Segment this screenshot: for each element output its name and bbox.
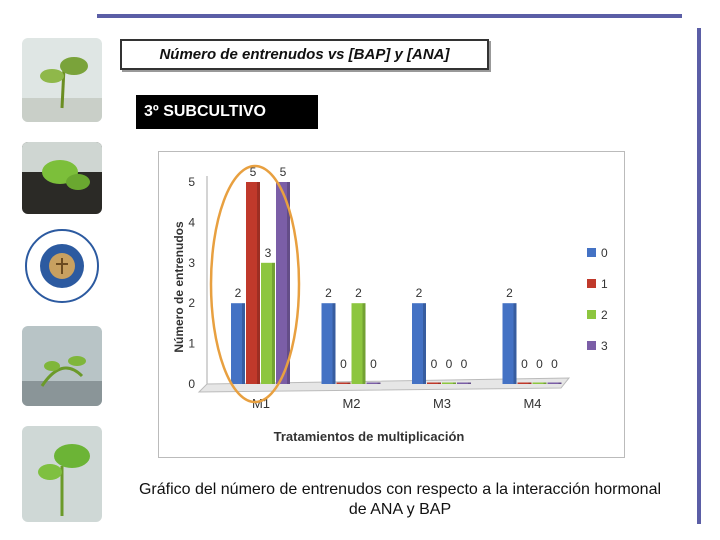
data-label: 2 (235, 286, 242, 300)
bar (517, 382, 532, 384)
bar (351, 303, 366, 384)
slide-title: Número de entrenudos vs [BAP] y [ANA] (120, 39, 489, 70)
plant-photo-3 (22, 326, 102, 406)
y-tick-label: 0 (188, 377, 195, 391)
chart-legend: 0 1 2 3 (587, 246, 608, 353)
x-tick-label: M2 (342, 396, 360, 411)
data-label: 0 (370, 357, 377, 371)
bar-shade (332, 303, 336, 384)
bar-shade (513, 303, 517, 384)
bar (366, 382, 381, 384)
figure-caption: Gráfico del número de entrenudos con res… (138, 481, 662, 518)
bar-shade (257, 182, 260, 384)
bar-shade (362, 303, 366, 384)
data-label: 0 (536, 357, 543, 371)
y-tick-label: 3 (188, 256, 195, 270)
bar-shade (453, 382, 456, 384)
m1-highlight-ellipse (209, 164, 301, 404)
chart-bars (231, 182, 562, 384)
data-label: 0 (340, 357, 347, 371)
y-tick-label: 5 (188, 175, 195, 189)
data-label: 2 (506, 286, 513, 300)
legend-label: 2 (601, 308, 608, 322)
bar (532, 382, 547, 384)
biotecnologia-logo (22, 228, 102, 304)
bar (321, 303, 336, 384)
bar (547, 382, 562, 384)
right-divider-line (697, 28, 701, 524)
legend-swatch (587, 310, 596, 319)
bar (427, 382, 441, 384)
data-label: 5 (280, 165, 287, 179)
plant-photo-1 (22, 38, 102, 122)
bar (336, 382, 351, 384)
y-tick-label: 2 (188, 296, 195, 310)
data-label: 0 (431, 357, 438, 371)
bar-shade (377, 382, 381, 384)
bar (502, 303, 517, 384)
data-label: 3 (265, 246, 272, 260)
chart-axes (197, 176, 571, 393)
bar (442, 382, 456, 384)
plant-photo-2 (22, 142, 102, 214)
legend-label: 0 (601, 246, 608, 260)
bar (231, 303, 245, 384)
data-label: 5 (250, 165, 257, 179)
y-tick-label: 1 (188, 337, 195, 351)
y-tick-label: 4 (188, 215, 195, 229)
bar-shade (423, 303, 426, 384)
data-label: 0 (446, 357, 453, 371)
bar-shade (287, 182, 290, 384)
bar-shade (347, 382, 351, 384)
subculture-label: 3º SUBCULTIVO (136, 95, 318, 129)
chart-floor (197, 377, 571, 393)
x-tick-label: M3 (433, 396, 451, 411)
data-label: 0 (521, 357, 528, 371)
legend-swatch (587, 248, 596, 257)
bar (276, 182, 290, 384)
bar-shade (528, 382, 532, 384)
bar-shade (438, 382, 441, 384)
bar (246, 182, 260, 384)
data-label: 0 (551, 357, 558, 371)
x-tick-label: M4 (523, 396, 541, 411)
bar-shade (558, 382, 562, 384)
legend-swatch (587, 279, 596, 288)
bar (412, 303, 426, 384)
legend-swatch (587, 341, 596, 350)
data-label: 2 (325, 286, 332, 300)
bar-shade (272, 262, 275, 384)
legend-label: 1 (601, 277, 608, 291)
data-label: 0 (461, 357, 468, 371)
legend-label: 3 (601, 339, 608, 353)
x-axis-label: Tratamientos de multiplicación (274, 429, 465, 444)
data-label: 2 (416, 286, 423, 300)
bar (261, 262, 275, 384)
plant-photo-4 (22, 426, 102, 522)
bar (457, 382, 471, 384)
bar-shade (543, 382, 547, 384)
bar-shade (468, 382, 471, 384)
top-divider-line (97, 14, 682, 18)
y-axis-label: Número de entrenudos (172, 221, 186, 353)
data-label: 2 (355, 286, 362, 300)
bar-shade (242, 303, 245, 384)
